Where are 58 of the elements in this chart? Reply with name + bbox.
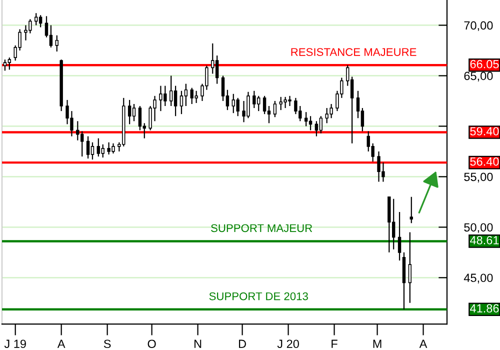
candlestick (252, 90, 256, 109)
ref-line-label: 56.40 (470, 157, 499, 166)
annotation: SUPPORT MAJEUR (211, 224, 312, 232)
candlestick (96, 138, 100, 158)
candlestick (308, 116, 312, 131)
x-tick-label: S (104, 340, 111, 348)
candlestick (34, 12, 38, 26)
x-tick-label: M (373, 340, 382, 348)
candlestick (215, 54, 219, 84)
candlestick (392, 198, 396, 250)
candlestick (398, 211, 402, 262)
annotation: RESISTANCE MAJEURE (291, 48, 416, 56)
candlestick (410, 196, 414, 224)
annotation: SUPPORT DE 2013 (209, 292, 308, 300)
y-tick-label: 45,00 (464, 274, 493, 284)
candlestick (3, 59, 7, 72)
candlestick (8, 56, 12, 70)
ref-line-label: 59.40 (470, 127, 499, 136)
ref-line-label: 66.05 (470, 60, 499, 68)
candlestick (184, 83, 188, 107)
candlestick (38, 14, 42, 28)
candlestick (180, 90, 184, 115)
candlestick (174, 85, 178, 117)
candlestick (76, 120, 80, 141)
x-tick-label: J 20 (277, 340, 299, 348)
candlestick (138, 105, 142, 131)
y-tick-label: 65,00 (464, 72, 493, 82)
candlestick (262, 95, 266, 115)
x-tick-label: F (332, 340, 338, 348)
x-tick-label: J 19 (4, 340, 26, 348)
candlestick (132, 103, 136, 122)
ref-line-label: 41.86 (470, 304, 499, 313)
candlestick (408, 232, 412, 304)
candlestick (55, 34, 58, 52)
x-tick-label: D (239, 340, 246, 348)
candlestick (211, 42, 214, 74)
x-tick-label: N (194, 340, 202, 348)
candlestick (273, 100, 277, 118)
candlestick (236, 97, 240, 117)
candlestick (101, 144, 104, 158)
candlestick (194, 90, 198, 104)
candlestick (49, 24, 53, 48)
candlestick (128, 99, 132, 125)
candlestick (80, 130, 84, 158)
candlestick (86, 136, 90, 160)
candlestick (319, 116, 323, 134)
x-tick-label: O (148, 340, 156, 348)
x-tick-label: A (57, 340, 66, 348)
x-tick-label: A (419, 340, 428, 348)
candlestick (314, 120, 318, 137)
candlestick (90, 142, 94, 160)
y-tick-label: 55,00 (464, 172, 493, 182)
y-tick-label: 50,00 (464, 223, 493, 233)
candlestick (232, 93, 236, 114)
y-tick-label: 70,00 (464, 21, 493, 32)
candlestick (169, 75, 173, 107)
ref-line-label: 48.61 (470, 236, 499, 244)
candlestick (304, 112, 308, 127)
